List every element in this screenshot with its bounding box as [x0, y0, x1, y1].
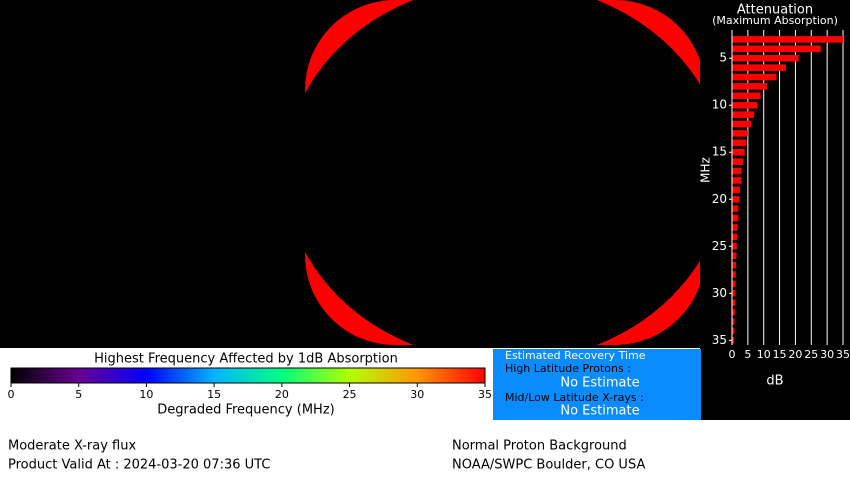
bar [732, 337, 735, 344]
y-tick-label: 10 [712, 98, 727, 112]
valid-time: Product Valid At : 2024-03-20 07:36 UTC [8, 458, 270, 473]
bar [732, 45, 821, 53]
bar [732, 327, 735, 335]
recovery-high-value: No Estimate [560, 376, 639, 391]
colorbar-tick-label: 30 [410, 388, 424, 401]
x-tick-label: 5 [744, 348, 751, 361]
colorbar-tick-label: 25 [343, 388, 357, 401]
bar [732, 186, 740, 194]
bar [732, 73, 777, 81]
bar [732, 308, 735, 316]
bar [732, 148, 745, 156]
bar [732, 139, 747, 147]
source: NOAA/SWPC Boulder, CO USA [452, 458, 645, 473]
bar [732, 242, 737, 250]
bar [732, 120, 752, 128]
colorbar-tick-label: 10 [139, 388, 153, 401]
bar [732, 83, 767, 90]
bar [732, 224, 738, 231]
recovery-low-label: Mid/Low Latitude X-rays : [505, 391, 644, 404]
bar [732, 158, 744, 165]
recovery-box [493, 349, 701, 420]
colorbar-tick-label: 0 [8, 388, 15, 401]
y-tick-label: 25 [712, 239, 727, 253]
bar [732, 261, 737, 269]
x-tick-label: 30 [820, 348, 834, 361]
bar [732, 64, 786, 71]
y-tick-label: 35 [712, 333, 727, 347]
bar [732, 36, 843, 43]
bar [732, 233, 738, 241]
recovery-low-value: No Estimate [560, 404, 639, 419]
recovery-title: Estimated Recovery Time [505, 349, 646, 362]
x-tick-label: 15 [773, 348, 787, 361]
bar [732, 195, 740, 203]
colorbar-tick-label: 15 [207, 388, 221, 401]
x-axis-label: dB [766, 374, 783, 389]
bar [732, 130, 748, 137]
recovery-high-label: High Latitude Protons : [505, 362, 631, 375]
bar [732, 54, 799, 62]
colorbar [10, 367, 486, 384]
xray-status: Moderate X-ray flux [8, 439, 136, 454]
x-tick-label: 35 [836, 348, 850, 361]
bar [732, 299, 736, 306]
bar [732, 280, 736, 288]
bar [732, 92, 761, 100]
colorbar-label: Degraded Frequency (MHz) [157, 403, 334, 418]
colorbar-tick-label: 5 [75, 388, 82, 401]
bar [732, 111, 755, 118]
x-tick-label: 10 [757, 348, 771, 361]
y-tick-label: 20 [712, 192, 727, 206]
attenuation-subtitle: (Maximum Absorption) [712, 14, 838, 27]
attenuation-title: Attenuation [737, 3, 813, 18]
x-tick-label: 0 [729, 348, 736, 361]
colorbar-title: Highest Frequency Affected by 1dB Absorp… [94, 352, 398, 367]
bar [732, 271, 736, 278]
bar [732, 167, 742, 175]
colorbar-tick-label: 20 [275, 388, 289, 401]
bar [732, 214, 739, 222]
y-tick-label: 15 [712, 145, 727, 159]
bar [732, 177, 742, 184]
bar [732, 101, 758, 109]
bar [732, 318, 735, 325]
y-axis-label: MHz [699, 157, 713, 183]
colorbar-tick-label: 35 [478, 388, 492, 401]
x-tick-label: 20 [788, 348, 802, 361]
y-tick-label: 5 [719, 51, 727, 65]
bar [732, 289, 736, 297]
bar [732, 205, 739, 212]
absorption-region [305, 0, 705, 345]
bar [732, 252, 737, 259]
x-tick-label: 25 [804, 348, 818, 361]
colorbar-panel [0, 348, 490, 420]
y-tick-label: 30 [712, 286, 727, 300]
proton-status: Normal Proton Background [452, 439, 627, 454]
